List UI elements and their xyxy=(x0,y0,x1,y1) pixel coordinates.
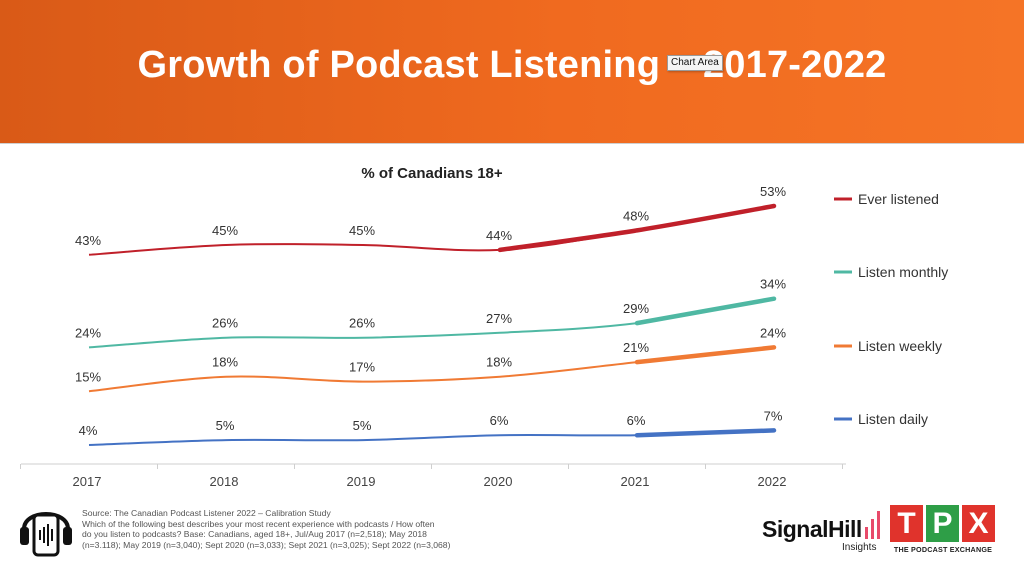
data-label: 44% xyxy=(486,228,512,243)
data-label: 18% xyxy=(486,355,512,370)
data-label: 17% xyxy=(349,360,375,375)
series-line-highlight xyxy=(634,345,777,365)
legend-label: Listen weekly xyxy=(858,338,942,354)
data-label: 24% xyxy=(760,325,786,340)
chart-area-tooltip: Chart Area xyxy=(667,55,723,71)
signal-hill-logo: SignalHill Insights xyxy=(762,505,882,555)
data-label: 6% xyxy=(627,413,646,428)
data-label: 7% xyxy=(764,408,783,423)
x-tick-label: 2018 xyxy=(210,474,239,489)
series-line-highlight xyxy=(634,296,777,326)
data-label: 26% xyxy=(212,316,238,331)
data-label: 5% xyxy=(353,418,372,433)
data-label: 26% xyxy=(349,316,375,331)
series-line-highlight xyxy=(497,203,777,253)
signal-hill-wordmark: SignalHill xyxy=(762,516,862,542)
data-label: 6% xyxy=(490,413,509,428)
x-tick-label: 2017 xyxy=(73,474,102,489)
series-line xyxy=(88,297,775,349)
series-line xyxy=(88,205,775,256)
source-note: Source: The Canadian Podcast Listener 20… xyxy=(82,508,512,550)
data-label: 45% xyxy=(212,223,238,238)
source-line: (n=3.118); May 2019 (n=3,040); Sept 2020… xyxy=(82,539,451,550)
x-tick-label: 2021 xyxy=(621,474,650,489)
tpx-letter: P xyxy=(926,505,959,542)
data-label: 24% xyxy=(75,325,101,340)
data-label: 34% xyxy=(760,277,786,292)
tpx-logo: T P X THE PODCAST EXCHANGE xyxy=(890,505,996,560)
data-label: 18% xyxy=(212,355,238,370)
data-label: 5% xyxy=(216,418,235,433)
x-tick-label: 2019 xyxy=(347,474,376,489)
title-banner: Growth of Podcast Listening – 2017-2022 xyxy=(0,0,1024,143)
tpx-letter: X xyxy=(962,505,995,542)
legend-label: Listen daily xyxy=(858,411,928,427)
signal-hill-insights: Insights xyxy=(842,542,877,553)
x-tick-label: 2022 xyxy=(758,474,787,489)
podcast-phone-headphones-icon xyxy=(18,497,74,562)
data-label: 15% xyxy=(75,369,101,384)
chart-area[interactable]: % of Canadians 18+ 2017 2018 2019 2020 2021 20… xyxy=(0,143,1024,576)
data-label: 4% xyxy=(79,423,98,438)
x-tick-label: 2020 xyxy=(484,474,513,489)
legend-label: Ever listened xyxy=(858,191,939,207)
data-label: 53% xyxy=(760,184,786,199)
tpx-letter: T xyxy=(890,505,923,542)
data-label: 48% xyxy=(623,208,649,223)
series-line-highlight xyxy=(634,428,777,438)
data-label: 27% xyxy=(486,311,512,326)
source-line: Which of the following best describes yo… xyxy=(82,518,435,529)
chart-title: % of Canadians 18+ xyxy=(361,165,503,182)
tpx-tagline: THE PODCAST EXCHANGE xyxy=(893,545,993,554)
signal-bars-icon xyxy=(865,511,880,539)
data-label: 29% xyxy=(623,301,649,316)
data-label: 45% xyxy=(349,223,375,238)
line-chart: % of Canadians 18+ 2017 2018 2019 2020 2021 20… xyxy=(20,165,948,489)
source-line: Source: The Canadian Podcast Listener 20… xyxy=(82,508,331,518)
source-line: do you listen to podcasts? Base: Canadia… xyxy=(82,529,427,539)
legend-label: Listen monthly xyxy=(858,264,948,280)
series-line xyxy=(88,346,775,393)
page-title: Growth of Podcast Listening – 2017-2022 xyxy=(137,44,887,86)
data-label: 43% xyxy=(75,233,101,248)
data-label: 21% xyxy=(623,340,649,355)
